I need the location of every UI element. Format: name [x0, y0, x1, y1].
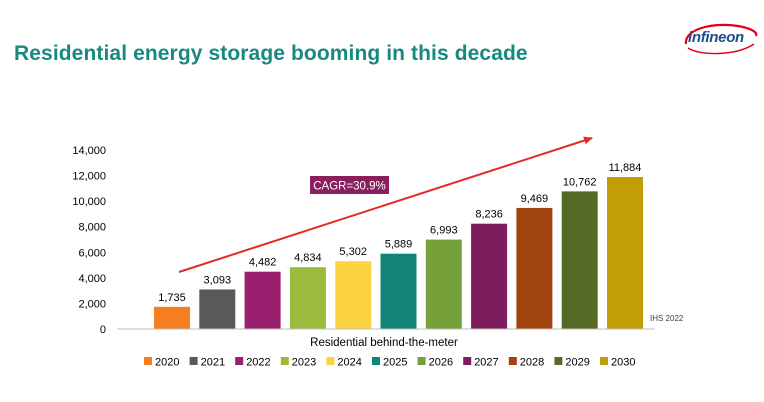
- legend-swatch-2024: [326, 357, 335, 365]
- bar-2027: [471, 223, 508, 329]
- legend-label: 2026: [429, 357, 453, 369]
- logo-swoosh-icon: [684, 23, 758, 55]
- legend-swatch-2022: [235, 357, 244, 365]
- bar-value-label: 10,762: [563, 176, 597, 188]
- bar-labels: 1,735 3,093 4,482 4,834 5,302 5,889 6,993 8,236…: [158, 162, 641, 304]
- bars: [154, 177, 643, 329]
- y-tick-label: 0: [100, 324, 106, 336]
- bar-value-label: 3,093: [204, 274, 232, 286]
- bar-value-label: 4,482: [249, 257, 277, 269]
- bar-value-label: 11,884: [609, 162, 642, 174]
- legend-label: 2029: [565, 357, 589, 369]
- legend-label: 2025: [383, 357, 407, 369]
- bar-value-label: 6,993: [430, 225, 458, 237]
- legend-swatch-2028: [508, 357, 517, 365]
- bar-2024: [335, 261, 372, 329]
- bar-2025: [380, 253, 417, 329]
- y-tick-label: 4,000: [78, 273, 106, 285]
- legend-swatch-2020: [144, 357, 152, 365]
- bar-value-label: 4,834: [294, 252, 322, 264]
- infineon-logo: infineon: [680, 22, 760, 58]
- x-axis-label: Residential behind-the-meter: [310, 337, 458, 349]
- bar-2028: [516, 207, 553, 329]
- legend-label: 2020: [155, 357, 179, 369]
- legend-label: 2022: [246, 357, 270, 369]
- legend-label: 2023: [292, 357, 316, 369]
- bar-2030: [607, 177, 643, 329]
- bar-value-label: 5,889: [385, 239, 413, 251]
- bar-value-label: 5,302: [339, 246, 367, 258]
- y-axis: 0 2,000 4,000 6,000 8,000 10,000 12,000 14,000: [72, 145, 106, 336]
- cagr-label: CAGR=30.9%: [313, 181, 386, 193]
- legend-swatch-2021: [189, 357, 198, 365]
- bar-2023: [289, 267, 326, 329]
- y-tick-label: 10,000: [72, 196, 106, 208]
- legend-swatch-2026: [417, 357, 426, 365]
- cagr-box: [310, 176, 389, 194]
- legend-swatch-2029: [554, 357, 563, 365]
- source-note: IHS 2022: [650, 314, 684, 323]
- bar-2022: [244, 271, 281, 329]
- bar-value-label: 8,236: [475, 209, 503, 221]
- legend-label: 2028: [520, 357, 544, 369]
- legend: 2020 2021 2022 2023 2024 2025 2026 2027 2028 2029…: [144, 357, 635, 369]
- bar-2020: [154, 306, 190, 329]
- y-tick-label: 6,000: [78, 247, 106, 259]
- cagr-trend-arrow: [178, 136, 593, 273]
- bar-2021: [199, 289, 236, 329]
- slide-title: Residential energy storage booming in th…: [14, 42, 528, 65]
- bar-value-label: 1,735: [158, 292, 186, 304]
- legend-label: 2024: [337, 357, 361, 369]
- y-tick-label: 14,000: [72, 145, 106, 157]
- legend-swatch-2025: [372, 357, 380, 365]
- legend-label: 2021: [201, 357, 225, 369]
- legend-label: 2027: [474, 357, 498, 369]
- logo-text: infineon: [688, 29, 744, 46]
- bar-2026: [425, 239, 462, 329]
- legend-label: 2030: [611, 357, 635, 369]
- y-tick-label: 2,000: [78, 298, 106, 310]
- legend-swatch-2030: [600, 357, 608, 365]
- y-tick-label: 12,000: [72, 171, 106, 183]
- y-tick-label: 8,000: [78, 222, 106, 234]
- legend-swatch-2027: [463, 357, 472, 365]
- bar-value-label: 9,469: [521, 193, 549, 205]
- legend-swatch-2023: [280, 357, 289, 365]
- bar-2029: [561, 191, 598, 329]
